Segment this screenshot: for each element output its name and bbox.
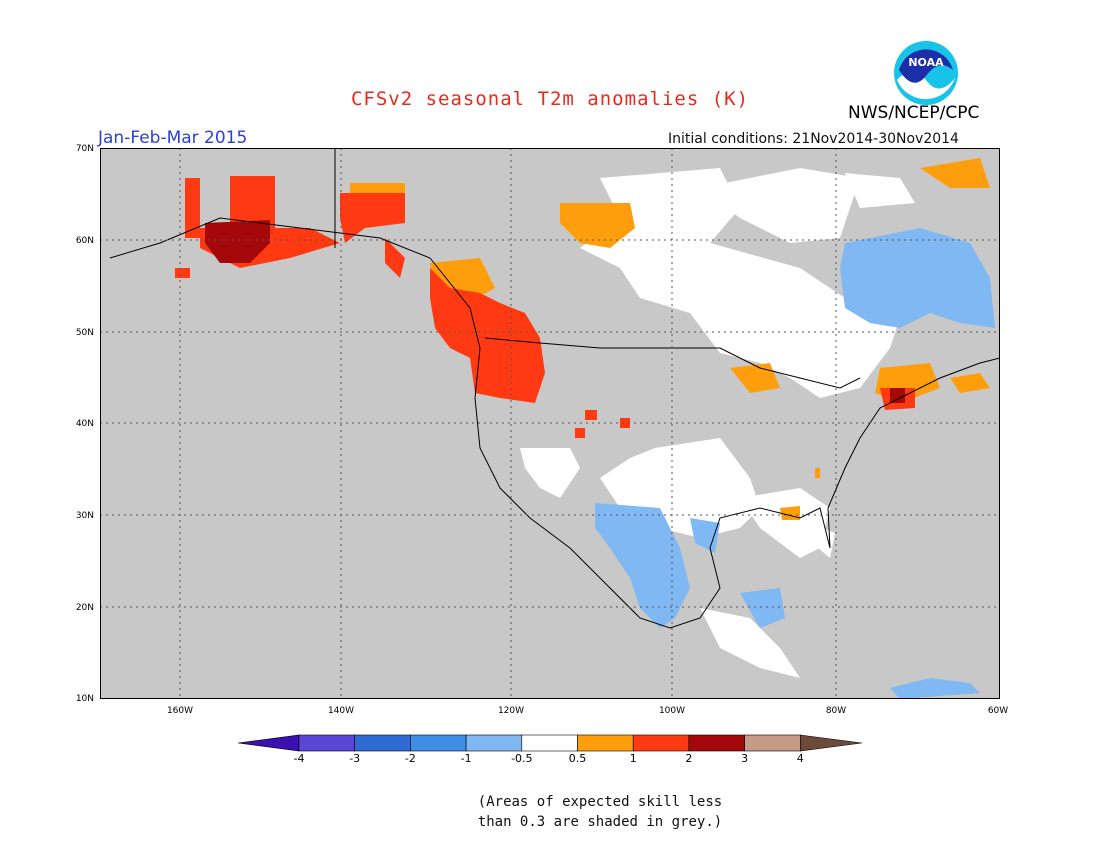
- lon-label: 140W: [327, 706, 355, 716]
- lat-label: 50N: [75, 328, 94, 338]
- lat-label: 60N: [75, 236, 94, 246]
- legend-swatch: [577, 734, 634, 752]
- lon-label: 160W: [166, 706, 194, 716]
- lon-label: 60W: [987, 706, 1009, 716]
- color-legend: [238, 734, 862, 752]
- lat-label: 20N: [75, 603, 94, 613]
- noaa-logo-icon: NOAA: [894, 41, 958, 105]
- legend-swatch: [521, 734, 578, 752]
- coastlines: [109, 148, 1000, 629]
- forecast-period: Jan-Feb-Mar 2015: [98, 128, 248, 148]
- legend-swatch: [632, 734, 690, 752]
- legend-level-label: 1: [629, 752, 637, 765]
- skill-note-line: than 0.3 are shaded in grey.): [477, 814, 723, 830]
- legend-level-label: 4: [796, 752, 804, 765]
- legend-swatch: [688, 734, 745, 752]
- legend-level-label: 2: [685, 752, 693, 765]
- lat-label: 70N: [75, 144, 94, 154]
- legend-level-label: -1: [460, 752, 472, 765]
- legend-swatch: [410, 734, 467, 752]
- legend-level-label: -2: [404, 752, 416, 765]
- cold-anomaly-areas: [595, 228, 995, 699]
- legend-swatch: [744, 734, 801, 752]
- lat-label: 40N: [75, 419, 94, 429]
- legend-level-label: -4: [293, 752, 305, 765]
- map-title: CFSv2 seasonal T2m anomalies (K): [350, 88, 750, 110]
- map-frame: [100, 148, 1000, 699]
- grid-lines: [100, 148, 1000, 699]
- legend-level-label: -3: [349, 752, 361, 765]
- legend-level-label: -0.5: [511, 752, 533, 765]
- lon-label: 100W: [658, 706, 686, 716]
- lon-label: 80W: [825, 706, 847, 716]
- logo-text: NOAA: [908, 56, 944, 69]
- skill-note-line: (Areas of expected skill less: [477, 794, 723, 810]
- legend-swatch: [354, 734, 411, 752]
- lon-label: 120W: [497, 706, 525, 716]
- agency-label: NWS/NCEP/CPC: [848, 103, 980, 123]
- initial-conditions: Initial conditions: 21Nov2014-30Nov2014: [668, 131, 959, 147]
- warm-anomaly-dark-red: [205, 220, 905, 403]
- near-normal-areas: [520, 168, 915, 678]
- lat-label: 30N: [75, 511, 94, 521]
- legend-level-label: 3: [741, 752, 749, 765]
- legend-swatch: [298, 734, 356, 752]
- skill-note: (Areas of expected skill less than 0.3 a…: [430, 792, 770, 832]
- lat-label: 10N: [75, 694, 94, 704]
- legend-swatch: [238, 734, 300, 752]
- anomaly-map: [100, 148, 1000, 699]
- legend-swatch: [799, 734, 862, 752]
- legend-swatch: [465, 734, 523, 752]
- legend-level-label: 0.5: [568, 752, 587, 765]
